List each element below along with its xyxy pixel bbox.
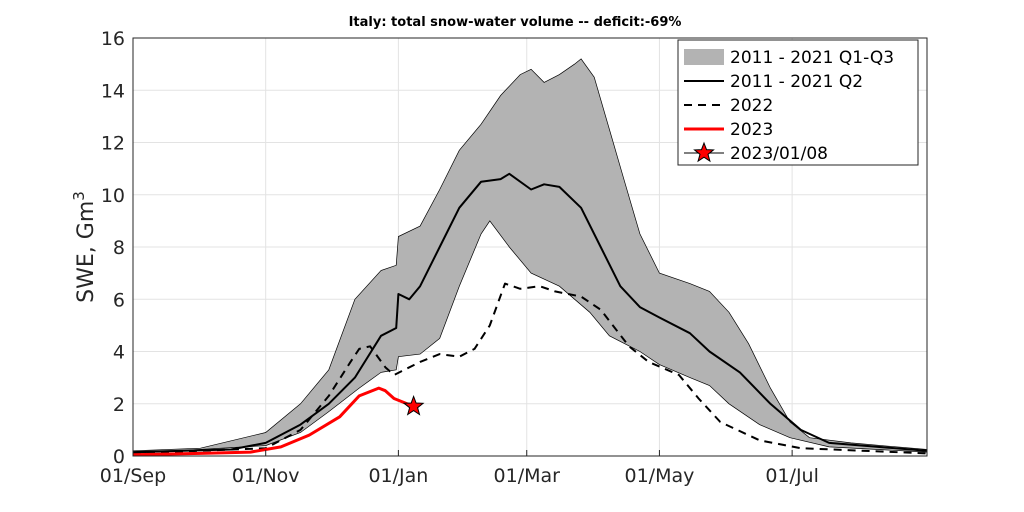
x-tick-label: 01/Mar — [494, 465, 561, 487]
y-tick-label: 16 — [101, 28, 125, 50]
y-tick-label: 8 — [113, 237, 125, 259]
x-tick-label: 01/Jan — [368, 465, 428, 487]
current-date-star-marker — [402, 394, 425, 416]
x-tick-label: 01/Jul — [765, 465, 819, 487]
legend-swatch-band — [684, 49, 724, 65]
chart-title: Italy: total snow-water volume -- defici… — [349, 15, 682, 30]
y-tick-label: 4 — [113, 342, 125, 364]
plot-area — [132, 58, 928, 457]
y-tick-label: 6 — [113, 289, 125, 311]
y-tick-label: 0 — [113, 446, 125, 468]
series-line-2023 — [132, 386, 415, 457]
legend-label: 2022 — [730, 96, 773, 116]
legend: 2011 - 2021 Q1-Q3 2011 - 2021 Q2 2022 2023 2… — [677, 39, 919, 166]
y-axis-label: SWE, Gm3 — [70, 191, 99, 303]
y-tick-label: 10 — [101, 185, 125, 207]
y-tick-label: 2 — [113, 394, 125, 416]
legend-label: 2011 - 2021 Q1-Q3 — [730, 48, 894, 68]
x-tick-label: 01/May — [625, 465, 695, 487]
legend-label: 2023 — [730, 120, 773, 140]
legend-label: 2023/01/08 — [730, 144, 828, 164]
y-tick-label: 14 — [101, 80, 125, 102]
y-tick-label: 12 — [101, 133, 125, 155]
series-line-2022 — [132, 282, 928, 455]
legend-label: 2011 - 2021 Q2 — [730, 72, 863, 92]
tick-labels: 0 2 4 6 8 10 12 14 16 01/Sep 01/Nov 01/Jan 01/Mar 01/… — [100, 28, 819, 487]
x-tick-label: 01/Sep — [100, 465, 166, 487]
x-tick-label: 01/Nov — [232, 465, 300, 487]
legend-star-icon — [693, 141, 715, 163]
axes-box — [132, 37, 928, 457]
series-line-2011-2021-q2 — [132, 172, 928, 454]
